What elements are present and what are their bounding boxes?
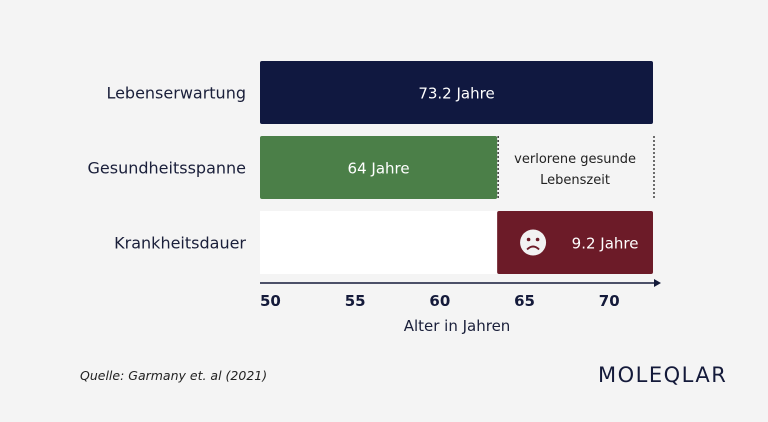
x-axis-label: Alter in Jahren — [404, 317, 511, 335]
bar-label: 9.2 Jahre — [572, 235, 639, 253]
sad-face-icon — [520, 229, 547, 256]
bar-label: 73.2 Jahre — [418, 85, 494, 103]
annotation-text: Lebenszeit — [540, 173, 610, 188]
annotation-text: verlorene gesunde — [514, 152, 636, 167]
tick-label: 65 — [514, 292, 535, 310]
eye-icon — [535, 237, 540, 242]
tick-label: 55 — [345, 292, 366, 310]
source-text: Quelle: Garmany et. al (2021) — [80, 368, 267, 383]
bar-lebenserwartung — [260, 61, 653, 124]
eye-icon — [526, 237, 531, 242]
category-label: Gesundheitsspanne — [88, 159, 246, 178]
tick-label: 60 — [429, 292, 450, 310]
axis-arrow-icon — [654, 279, 661, 287]
bar-label: 64 Jahre — [348, 160, 410, 178]
moleqlar-logo: MOLEQLAR — [598, 363, 727, 387]
category-label: Krankheitsdauer — [114, 234, 246, 253]
frown-icon — [526, 245, 540, 251]
bar-background — [260, 211, 498, 274]
bar-krankheitsdauer — [497, 211, 653, 274]
tick-label: 70 — [599, 292, 620, 310]
category-label: Lebenserwartung — [106, 84, 246, 103]
bar-gesundheitsspanne — [260, 136, 498, 199]
tick-label: 50 — [260, 292, 281, 310]
